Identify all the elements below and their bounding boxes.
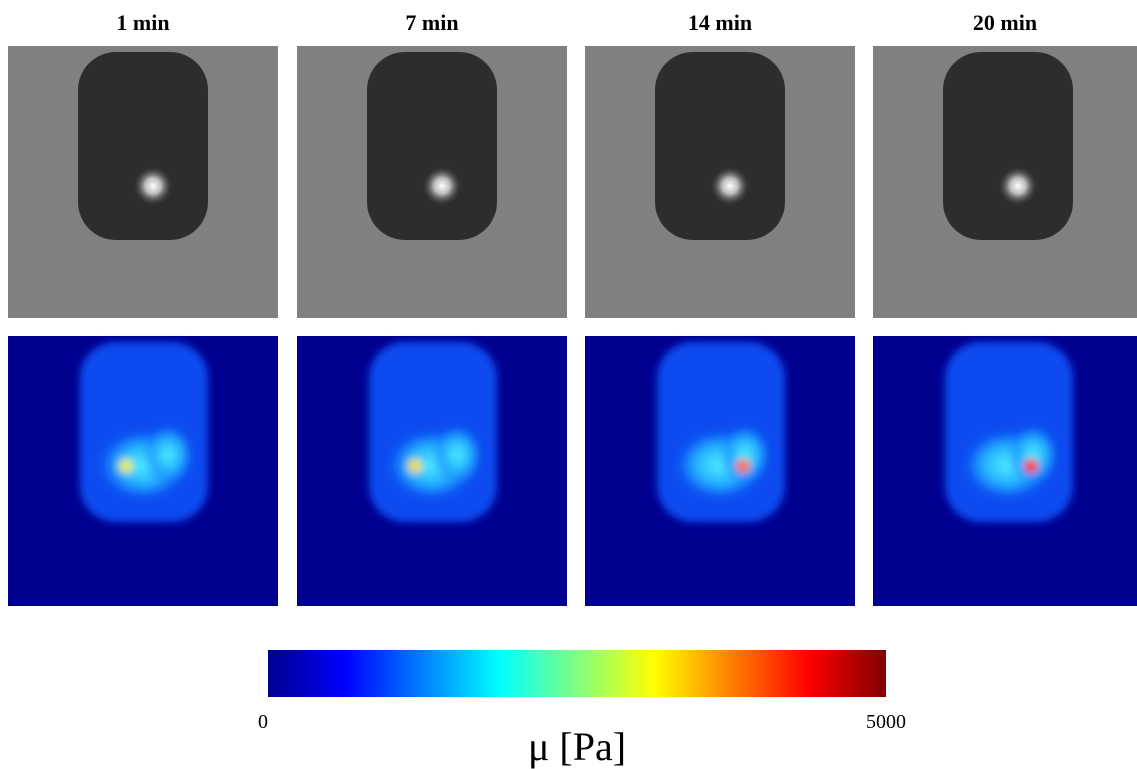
map-blob <box>432 425 482 485</box>
tick-label: 5000 <box>866 711 906 733</box>
colorbar <box>268 650 886 697</box>
hot-spot <box>736 459 750 473</box>
panel-title: 7 min <box>405 10 458 35</box>
bright-spot <box>710 166 750 206</box>
sample <box>655 52 785 240</box>
map-blobs <box>369 342 497 522</box>
colorbar-label: μ [Pa] <box>528 724 626 769</box>
bright-spot <box>422 166 462 206</box>
panel-title: 14 min <box>688 10 752 35</box>
map-blobs <box>80 342 208 522</box>
map-blob <box>143 425 193 485</box>
map-blobs <box>945 342 1073 522</box>
panel-title: 1 min <box>116 10 169 35</box>
map-blob <box>1008 425 1058 485</box>
hot-spot <box>408 459 422 473</box>
hot-spot <box>119 459 133 473</box>
hot-spot <box>1024 459 1038 473</box>
bright-spot <box>133 166 173 206</box>
tick-label: 0 <box>258 711 268 733</box>
sample <box>78 52 208 240</box>
map-blobs <box>657 342 785 522</box>
map-blob <box>720 425 770 485</box>
sample <box>943 52 1073 240</box>
sample <box>367 52 497 240</box>
bright-spot <box>998 166 1038 206</box>
panel-title: 20 min <box>973 10 1037 35</box>
